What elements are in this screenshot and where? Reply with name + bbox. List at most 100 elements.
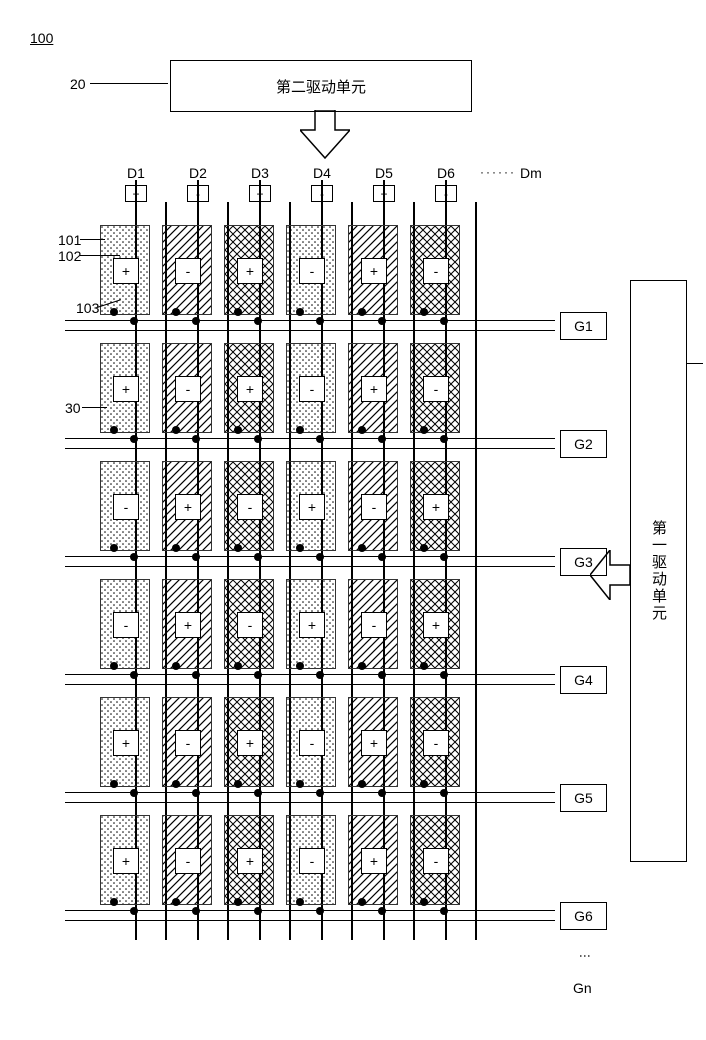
connection-dot xyxy=(420,898,428,906)
pixel-cell: - xyxy=(410,225,460,315)
connection-dot xyxy=(254,317,262,325)
pixel-polarity: + xyxy=(175,612,201,638)
connection-dot xyxy=(378,907,386,915)
col-d4: D4 xyxy=(291,165,353,181)
connection-dot xyxy=(420,662,428,670)
ref-101-label: 101 xyxy=(58,232,81,248)
driver2-text: 第二驱动单元 xyxy=(276,76,366,97)
pixel-cell: + xyxy=(224,697,274,787)
pixel-polarity: + xyxy=(113,730,139,756)
connection-dot xyxy=(358,780,366,788)
connection-dot xyxy=(254,553,262,561)
connection-dot xyxy=(296,544,304,552)
pixel-cell: - xyxy=(348,461,398,551)
connection-dot xyxy=(316,317,324,325)
pixel-cell: + xyxy=(286,461,336,551)
ref-30-label: 30 xyxy=(65,400,81,416)
pixel-polarity: + xyxy=(299,494,325,520)
connection-dot xyxy=(296,426,304,434)
lead-10 xyxy=(687,363,703,364)
pixel-cell: + xyxy=(100,343,150,433)
pixel-cell: - xyxy=(410,343,460,433)
pixel-cell: - xyxy=(100,579,150,669)
connection-dot xyxy=(378,789,386,797)
pixel-polarity: - xyxy=(175,848,201,874)
ref-20-label: 20 xyxy=(70,76,86,92)
connection-dot xyxy=(192,435,200,443)
pixel-polarity: - xyxy=(113,612,139,638)
pixel-polarity: + xyxy=(113,258,139,284)
pixel-polarity: - xyxy=(175,258,201,284)
gate-label: G1 xyxy=(560,312,607,340)
pixel-cell: + xyxy=(348,697,398,787)
pixel-cell: - xyxy=(224,461,274,551)
pixel-cell: + xyxy=(286,579,336,669)
connection-dot xyxy=(440,671,448,679)
pixel-cell: + xyxy=(224,343,274,433)
pixel-polarity: + xyxy=(237,848,263,874)
connection-dot xyxy=(358,898,366,906)
pixel-cell: + xyxy=(410,579,460,669)
gate-label: G6 xyxy=(560,902,607,930)
pixel-polarity: - xyxy=(423,730,449,756)
connection-dot xyxy=(192,553,200,561)
lead-30 xyxy=(82,407,107,408)
pixel-cell: + xyxy=(100,815,150,905)
pixel-polarity: - xyxy=(299,376,325,402)
connection-dot xyxy=(440,789,448,797)
connection-dot xyxy=(420,544,428,552)
connection-dot xyxy=(296,780,304,788)
connection-dot xyxy=(378,671,386,679)
pixel-cell: - xyxy=(162,225,212,315)
driver1-text: 第一驱动单元 xyxy=(648,520,669,622)
connection-dot xyxy=(172,544,180,552)
col-d2: D2 xyxy=(167,165,229,181)
col-ellipsis: ······ xyxy=(480,165,516,179)
connection-dot xyxy=(110,544,118,552)
pixel-polarity: + xyxy=(237,258,263,284)
connection-dot xyxy=(234,308,242,316)
connection-dot xyxy=(172,662,180,670)
connection-dot xyxy=(316,435,324,443)
col-d3: D3 xyxy=(229,165,291,181)
lead-101 xyxy=(80,239,105,240)
pixel-polarity: - xyxy=(113,494,139,520)
connection-dot xyxy=(358,308,366,316)
connection-dot xyxy=(130,671,138,679)
connection-dot xyxy=(172,308,180,316)
pixel-polarity: + xyxy=(237,730,263,756)
pixel-cell: - xyxy=(286,343,336,433)
pixel-polarity: - xyxy=(423,848,449,874)
pixel-cell: - xyxy=(410,697,460,787)
connection-dot xyxy=(192,907,200,915)
gate-label: G5 xyxy=(560,784,607,812)
connection-dot xyxy=(234,544,242,552)
connection-dot xyxy=(130,317,138,325)
col-d1: D1 xyxy=(105,165,167,181)
pixel-polarity: - xyxy=(299,730,325,756)
connection-dot xyxy=(172,780,180,788)
left-arrow-icon xyxy=(590,550,630,603)
connection-dot xyxy=(234,898,242,906)
connection-dot xyxy=(254,789,262,797)
connection-dot xyxy=(110,780,118,788)
lead-20 xyxy=(90,83,168,84)
pixel-cell: - xyxy=(410,815,460,905)
connection-dot xyxy=(110,426,118,434)
down-arrow-icon xyxy=(300,110,350,160)
pixel-polarity: + xyxy=(175,494,201,520)
connection-dot xyxy=(192,317,200,325)
connection-dot xyxy=(130,553,138,561)
connection-dot xyxy=(254,435,262,443)
connection-dot xyxy=(440,435,448,443)
pixel-cell: - xyxy=(100,461,150,551)
connection-dot xyxy=(110,308,118,316)
pixel-polarity: - xyxy=(361,612,387,638)
pixel-polarity: - xyxy=(299,258,325,284)
connection-dot xyxy=(192,671,200,679)
pixel-cell: + xyxy=(410,461,460,551)
connection-dot xyxy=(234,780,242,788)
pixel-polarity: + xyxy=(237,376,263,402)
pixel-cell: - xyxy=(286,815,336,905)
pixel-polarity: - xyxy=(237,494,263,520)
